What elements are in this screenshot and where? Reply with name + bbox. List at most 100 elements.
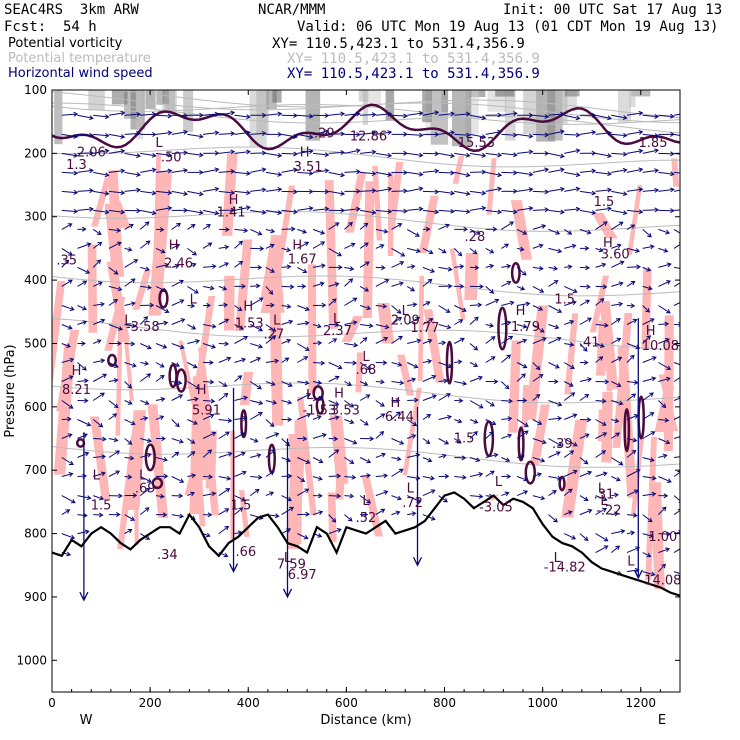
wind-arrow bbox=[422, 247, 434, 255]
wind-arrow bbox=[422, 394, 437, 401]
wind-arrow bbox=[391, 468, 404, 477]
wind-arrow bbox=[658, 113, 675, 119]
wind-arrow bbox=[61, 223, 73, 230]
wind-arrow bbox=[501, 170, 518, 176]
wind-arrow bbox=[265, 171, 283, 177]
wind-arrow bbox=[297, 149, 314, 154]
wind-arrow bbox=[626, 167, 644, 173]
wind-arrow bbox=[485, 400, 495, 407]
wind-arrow bbox=[124, 419, 136, 426]
wind-arrow bbox=[328, 400, 340, 406]
wind-arrow bbox=[108, 285, 123, 292]
wind-arrow bbox=[642, 207, 660, 213]
wind-arrow bbox=[77, 320, 88, 325]
wind-arrow bbox=[454, 152, 471, 158]
wind-arrow bbox=[108, 299, 118, 306]
field-xy-pv: XY= 110.5,423.1 to 531.4,356.9 bbox=[272, 36, 525, 52]
pv-contour-blob bbox=[75, 438, 86, 448]
wind-arrow bbox=[563, 228, 573, 235]
wind-arrow bbox=[61, 189, 79, 195]
wind-arrow bbox=[61, 133, 79, 139]
y-tick-label: 100 bbox=[24, 83, 47, 97]
wind-arrow bbox=[124, 208, 141, 214]
contour-label: 2.46 bbox=[164, 256, 193, 271]
wind-arrow bbox=[532, 224, 547, 230]
wind-arrow bbox=[642, 133, 660, 139]
wind-arrow bbox=[171, 129, 189, 135]
pv-shade-patch bbox=[327, 492, 337, 542]
wind-arrow bbox=[250, 209, 267, 215]
wind-arrow bbox=[548, 247, 563, 254]
wind-arrow bbox=[297, 457, 311, 464]
pv-shade-high bbox=[272, 90, 282, 103]
contour-label: H bbox=[516, 304, 526, 319]
wind-arrow bbox=[658, 417, 670, 423]
x-axis-label: Distance (km) bbox=[320, 713, 411, 728]
pv-shade-patch bbox=[452, 156, 465, 184]
wind-arrow bbox=[218, 508, 230, 516]
wind-arrow bbox=[501, 433, 513, 439]
wind-arrow bbox=[501, 209, 518, 215]
wind-arrow bbox=[281, 189, 298, 195]
pv-shade-patch bbox=[377, 302, 395, 344]
wind-arrow bbox=[438, 453, 447, 459]
pv-shade-high bbox=[366, 90, 382, 104]
wind-arrow bbox=[234, 130, 251, 136]
wind-arrow bbox=[312, 302, 327, 308]
wind-arrow bbox=[202, 431, 217, 439]
contour-label: 1.53 bbox=[235, 317, 264, 332]
wind-arrow bbox=[171, 476, 185, 483]
wind-arrow bbox=[454, 190, 471, 196]
y-tick-label: 900 bbox=[24, 590, 47, 604]
wind-arrow bbox=[438, 190, 455, 196]
wind-arrow bbox=[438, 393, 451, 401]
wind-arrow bbox=[328, 190, 346, 196]
pv-shade-high bbox=[629, 90, 636, 108]
contour-label: -14.82 bbox=[544, 561, 586, 576]
wind-arrow bbox=[234, 205, 251, 211]
wind-arrow bbox=[108, 437, 119, 443]
wind-arrow bbox=[250, 167, 267, 173]
wind-arrow bbox=[674, 321, 680, 327]
wind-arrow bbox=[658, 547, 671, 554]
wind-arrow bbox=[124, 529, 133, 535]
wind-arrow bbox=[422, 278, 433, 287]
wind-arrow bbox=[438, 266, 453, 272]
wind-arrow bbox=[139, 507, 150, 515]
wind-arrow bbox=[454, 474, 467, 480]
wind-arrow bbox=[438, 130, 455, 136]
wind-arrow bbox=[564, 114, 581, 121]
contour-label: 1.5 bbox=[91, 499, 112, 514]
wind-arrow bbox=[328, 473, 342, 479]
wind-arrow bbox=[532, 114, 550, 120]
wind-arrow bbox=[77, 473, 87, 479]
wind-arrow bbox=[93, 190, 110, 196]
wind-arrow bbox=[61, 208, 79, 214]
wind-arrow bbox=[611, 281, 624, 287]
wind-arrow bbox=[92, 228, 102, 236]
wind-arrow bbox=[485, 286, 495, 294]
contour-label: 1.77 bbox=[410, 321, 439, 336]
wind-arrow bbox=[406, 285, 416, 292]
wind-arrow bbox=[485, 356, 496, 363]
wind-arrow bbox=[218, 475, 232, 481]
wind-arrow bbox=[642, 187, 660, 193]
wind-arrow bbox=[93, 318, 106, 325]
axes: 100 200 300 400 500 600 700 800 900 1000 0 200 400 60… bbox=[3, 83, 681, 728]
wind-arrow bbox=[312, 457, 324, 464]
wind-arrow bbox=[171, 222, 181, 230]
wind-vectors bbox=[61, 110, 680, 602]
contour-label: L bbox=[273, 314, 281, 329]
contour-label: H bbox=[197, 383, 207, 398]
wind-arrow bbox=[155, 374, 165, 382]
wind-arrow-strong bbox=[412, 406, 423, 567]
wind-arrow bbox=[203, 186, 220, 192]
wind-arrow bbox=[218, 356, 232, 363]
wind-arrow bbox=[187, 339, 201, 344]
wind-arrow bbox=[249, 412, 263, 420]
pv-shade-high bbox=[88, 90, 105, 111]
wind-arrow bbox=[61, 305, 75, 311]
wind-arrow bbox=[438, 170, 455, 176]
wind-arrow bbox=[501, 188, 518, 194]
y-tick-label: 300 bbox=[24, 210, 47, 224]
